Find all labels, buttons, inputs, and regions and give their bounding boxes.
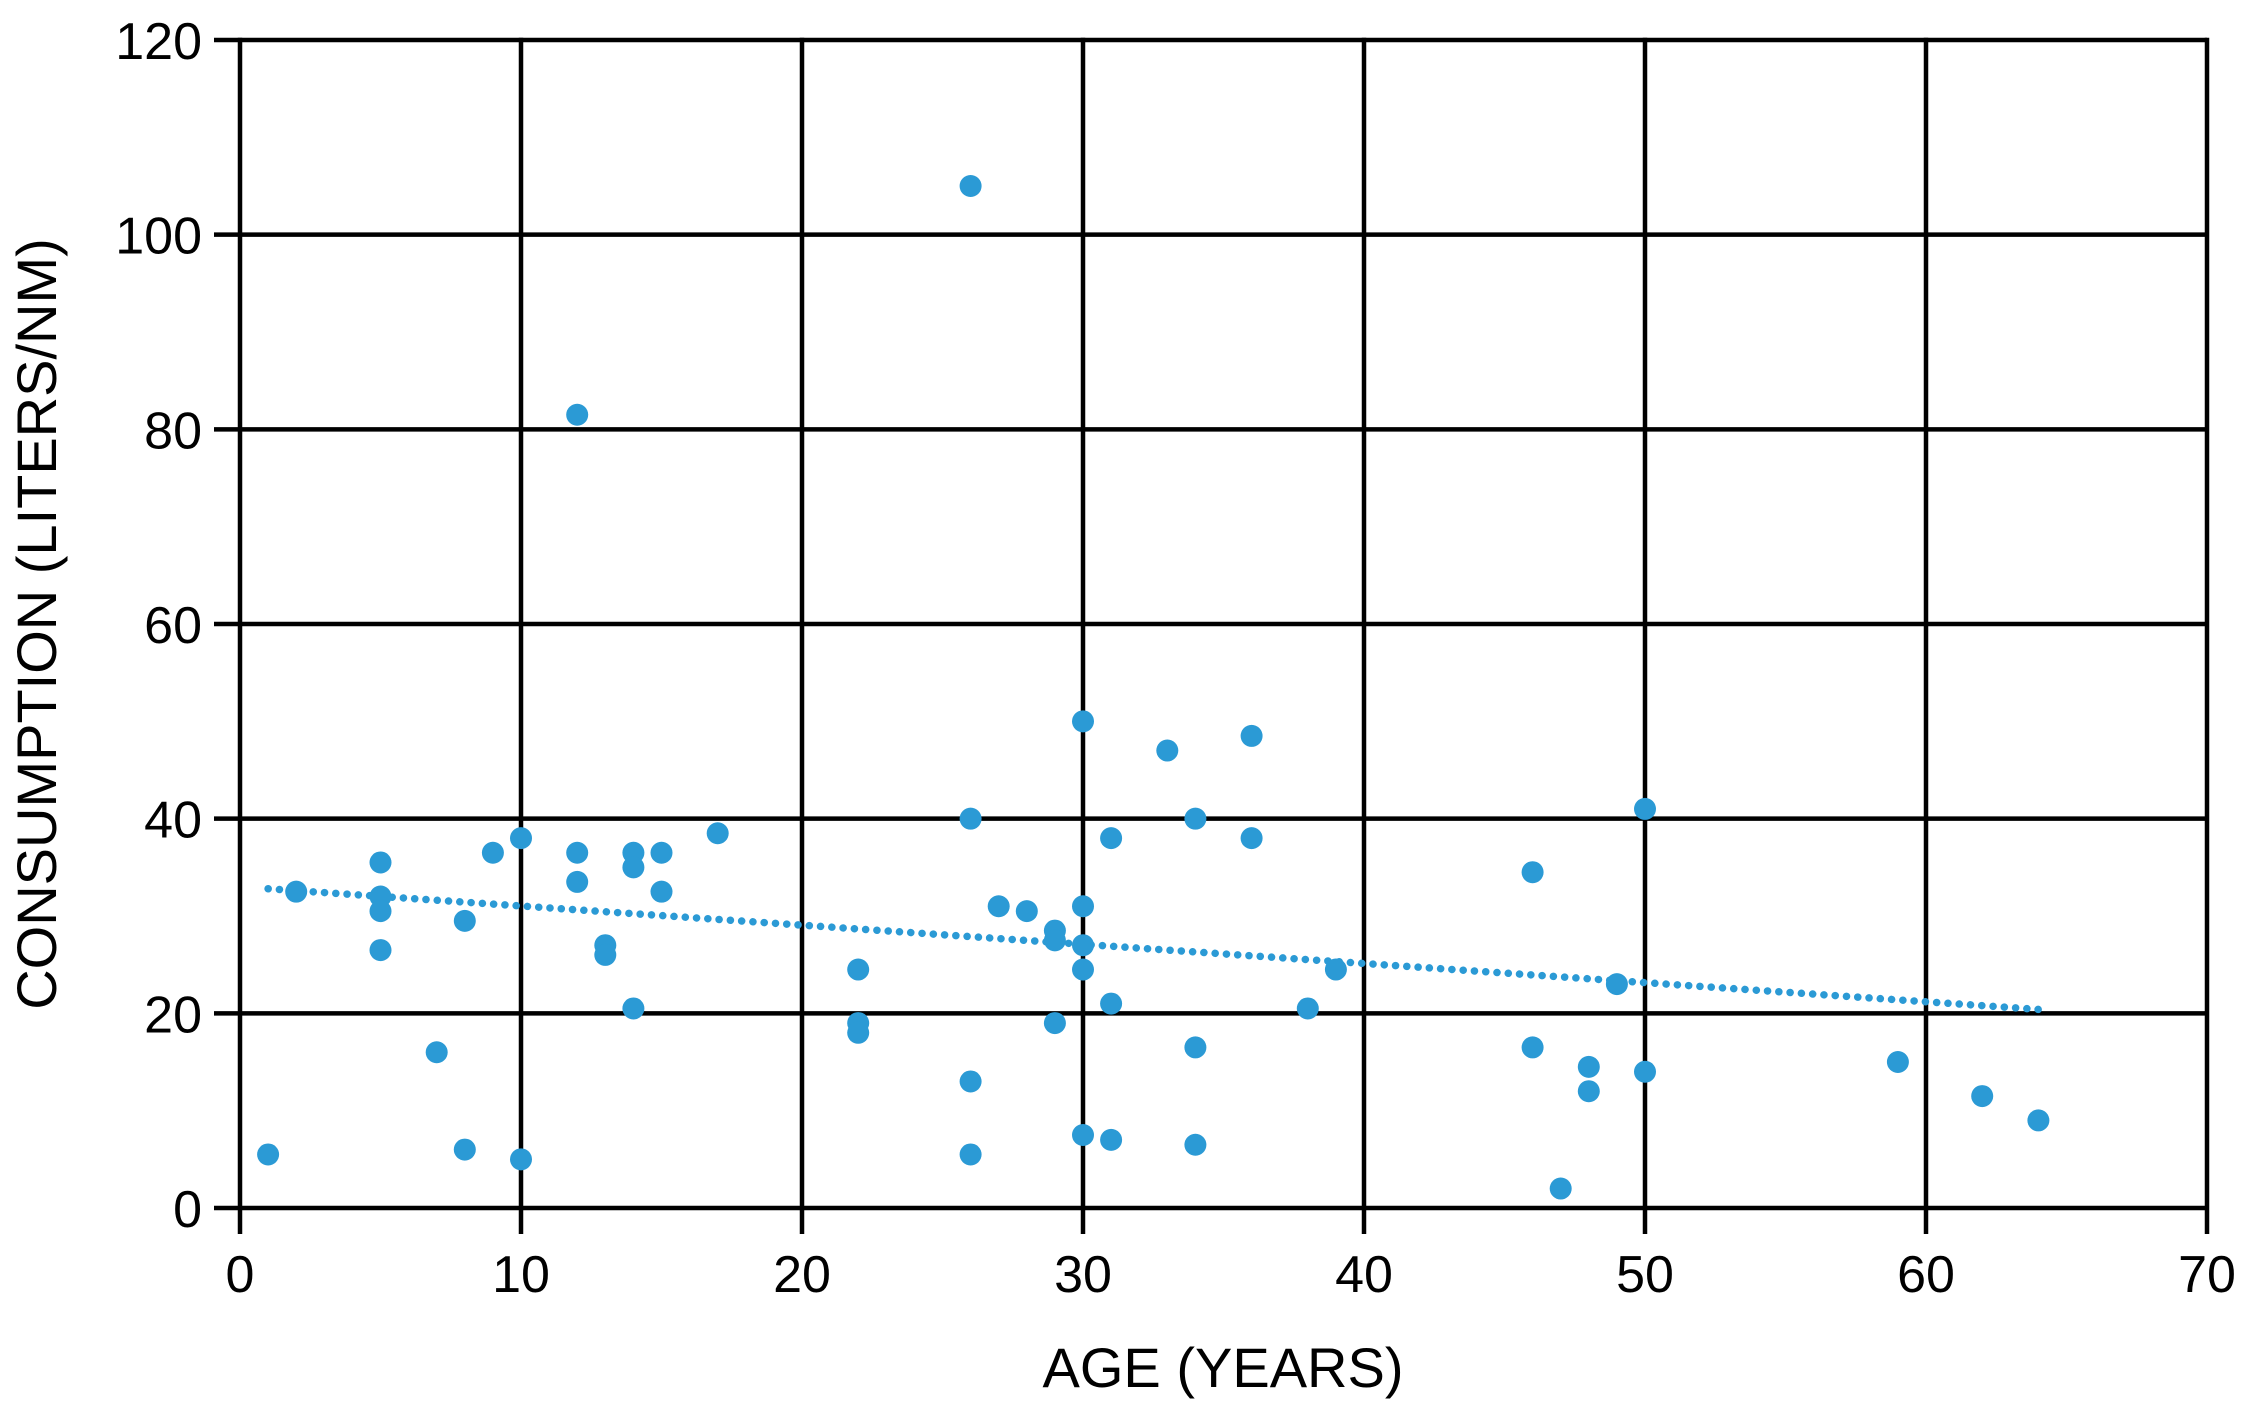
data-point [285, 880, 308, 903]
data-point [1577, 1055, 1600, 1078]
data-point [1156, 739, 1179, 762]
data-point [706, 822, 729, 845]
data-point [1634, 797, 1656, 820]
x-tick-label-30: 30 [1054, 1246, 1112, 1304]
data-point [1072, 895, 1094, 918]
data-point [1072, 958, 1094, 981]
tick-labels: 0 10 20 30 40 50 60 70 0 20 40 60 80 100 120 [115, 13, 2236, 1304]
data-point [1072, 1124, 1094, 1146]
data-point [566, 403, 589, 426]
data-point [1072, 710, 1094, 733]
x-axis-title: AGE (YEARS) [1043, 1336, 1404, 1399]
data-point [959, 1070, 982, 1093]
data-point [1240, 724, 1263, 747]
data-point [257, 1143, 280, 1166]
data-point [959, 175, 982, 197]
x-tick-label-60: 60 [1897, 1246, 1955, 1304]
data-point [959, 1143, 982, 1166]
data-point [1100, 1128, 1123, 1151]
data-point [1015, 900, 1038, 923]
trendline [264, 884, 2043, 1014]
data-point [650, 841, 673, 864]
data-point [566, 870, 589, 893]
data-point [1549, 1177, 1572, 1200]
x-tick-label-70: 70 [2178, 1246, 2236, 1304]
data-point [481, 841, 504, 864]
data-point [1521, 1036, 1544, 1059]
y-tick-label-100: 100 [115, 208, 202, 266]
data-point [1577, 1080, 1600, 1103]
data-point [1324, 958, 1347, 981]
data-point [1605, 973, 1628, 996]
y-tick-label-20: 20 [144, 986, 202, 1044]
axis-ticks [214, 37, 2210, 1234]
data-point [369, 900, 392, 923]
data-point [1521, 861, 1544, 884]
data-point [1184, 1133, 1207, 1156]
x-tick-label-0: 0 [226, 1246, 255, 1304]
data-point [1240, 827, 1263, 850]
x-tick-label-20: 20 [773, 1246, 831, 1304]
data-point [1296, 997, 1319, 1020]
data-point [1184, 807, 1207, 830]
data-point [453, 1138, 476, 1161]
data-points [257, 175, 2050, 1200]
data-point [566, 841, 589, 864]
data-point [1100, 827, 1123, 850]
y-axis-title: CONSUMPTION (LITERS/NM) [5, 238, 68, 1010]
data-point [1043, 1012, 1066, 1035]
data-point [959, 807, 982, 830]
data-point [594, 943, 617, 966]
y-tick-label-120: 120 [115, 13, 202, 71]
y-tick-label-60: 60 [144, 597, 202, 655]
data-point [1043, 929, 1066, 952]
data-point [622, 856, 645, 879]
data-point [2027, 1109, 2050, 1132]
gridlines [237, 37, 2210, 1211]
y-tick-label-40: 40 [144, 792, 202, 850]
data-point [1072, 934, 1094, 957]
data-point [425, 1041, 448, 1064]
data-point [1971, 1085, 1994, 1108]
y-tick-label-80: 80 [144, 402, 202, 460]
data-point [1184, 1036, 1207, 1059]
data-point [1886, 1051, 1909, 1073]
data-point [510, 1148, 532, 1171]
x-tick-label-50: 50 [1616, 1246, 1674, 1304]
data-point [847, 1021, 870, 1044]
trendline-dotted [264, 884, 2043, 1014]
data-point [510, 827, 532, 850]
data-point [453, 909, 476, 932]
data-point [369, 939, 392, 962]
y-tick-label-0: 0 [173, 1181, 202, 1239]
x-tick-label-10: 10 [492, 1246, 550, 1304]
data-point [650, 880, 673, 903]
x-tick-label-40: 40 [1335, 1246, 1393, 1304]
data-point [1634, 1060, 1656, 1083]
data-point [369, 851, 392, 874]
data-point [1100, 992, 1123, 1015]
data-point [987, 895, 1010, 918]
data-point [622, 997, 645, 1020]
data-point [847, 958, 870, 981]
